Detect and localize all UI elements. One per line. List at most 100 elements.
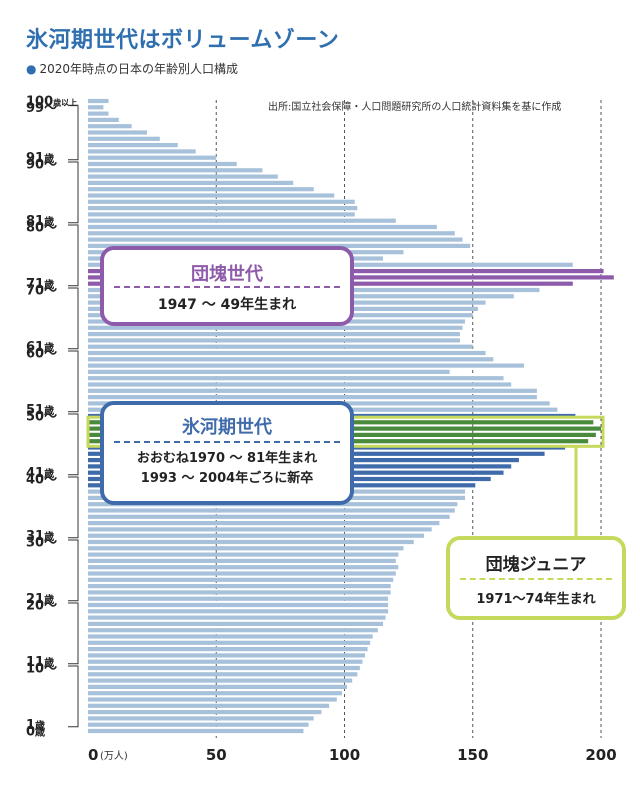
bar-age-79 (88, 231, 455, 236)
dankai-callout: 団塊世代 1947 ～ 49年生まれ (100, 246, 354, 326)
age-bracket-90-81 (68, 161, 79, 224)
dankai-years: 1947 ～ 49年生まれ (157, 297, 297, 313)
source-note: 出所:国立社会保障・人口問題研究所の人口統計資料集を基に作成 (268, 102, 562, 113)
bar-age-35 (88, 508, 455, 513)
y-tick-99: 99～ (26, 101, 57, 116)
bar-age-95 (88, 130, 147, 135)
bar-age-61 (88, 344, 473, 349)
y-tick-70: 70～ (26, 284, 57, 299)
bar-age-19 (88, 609, 389, 614)
bar-age-64 (88, 325, 463, 330)
hyoga-heading: 氷河期世代 (182, 417, 272, 438)
y-tick-100: 100歳以上 (26, 95, 77, 110)
y-tick-81: 81歳 (26, 214, 54, 229)
y-tick-51: 51歳 (26, 403, 54, 418)
bar-age-27 (88, 558, 396, 563)
x-tick-50: 50 (206, 746, 227, 764)
hyoga-body: おおむね1970 ～ 81年生まれ 1993 ～ 2004年ごろに新卒 (104, 443, 350, 489)
age-bracket-10-1 (68, 665, 79, 728)
bar-age-96 (88, 124, 132, 129)
bar-age-22 (88, 590, 391, 595)
bar-age-57 (88, 369, 450, 374)
bar-age-58 (88, 363, 525, 368)
y-tick-20: 20～ (26, 599, 57, 614)
bar-age-15 (88, 634, 373, 639)
bar-age-24 (88, 577, 394, 582)
bar-age-26 (88, 565, 399, 570)
junior-callout: 団塊ジュニア 1971～74年生まれ (446, 536, 626, 620)
age-bracket-99-91 (68, 104, 79, 161)
bar-age-77 (88, 243, 471, 248)
bar-age-9 (88, 672, 358, 677)
age-bracket-60-51 (68, 350, 79, 413)
bar-age-55 (88, 382, 512, 387)
y-tick-80: 80～ (26, 221, 57, 236)
bar-age-90 (88, 161, 237, 167)
junior-years: 1971～74年生まれ (476, 592, 596, 607)
y-tick-31: 31歳 (26, 529, 54, 544)
bar-age-1 (88, 722, 309, 727)
bar-age-87 (88, 180, 294, 185)
bar-age-3 (88, 710, 322, 715)
bar-age-11 (88, 659, 363, 664)
bar-age-18 (88, 615, 386, 620)
junior-heading: 団塊ジュニア (485, 555, 587, 575)
bar-age-5 (88, 697, 337, 702)
age-bracket-50-41 (68, 413, 79, 476)
y-tick-11: 11歳 (26, 655, 54, 670)
y-tick-90: 90～ (26, 158, 57, 173)
age-bracket-30-21 (68, 539, 79, 602)
bar-age-82 (88, 212, 355, 217)
x-tick-150: 150 (457, 746, 488, 764)
bar-age-30 (88, 539, 414, 545)
y-tick-1: 1歳 (26, 718, 45, 733)
dankai-heading: 団塊世代 (191, 264, 263, 285)
bar-age-94 (88, 136, 160, 141)
bar-age-78 (88, 237, 463, 242)
bar-age-34 (88, 514, 450, 519)
bar-age-63 (88, 332, 460, 337)
y-tick-40: 40～ (26, 473, 57, 488)
bar-age-7 (88, 684, 348, 689)
bar-age-62 (88, 338, 460, 343)
y-tick-0: 0歳 (26, 725, 45, 740)
hyoga-callout: 氷河期世代 おおむね1970 ～ 81年生まれ 1993 ～ 2004年ごろに新… (100, 401, 354, 505)
bar-age-97 (88, 117, 119, 122)
hyoga-years: おおむね1970 ～ 81年生まれ (136, 451, 318, 466)
age-bracket-40-31 (68, 476, 79, 539)
age-bracket-70-61 (68, 287, 79, 350)
bar-age-12 (88, 653, 366, 658)
bar-age-84 (88, 199, 355, 204)
hyoga-graduation: 1993 ～ 2004年ごろに新卒 (140, 471, 314, 486)
y-tick-91: 91歳 (26, 151, 54, 166)
x-tick-200: 200 (585, 746, 616, 764)
y-tick-41: 41歳 (26, 466, 54, 481)
y-tick-30: 30～ (26, 536, 57, 551)
bar-age-88 (88, 174, 278, 179)
bar-age-89 (88, 168, 263, 173)
bar-age-93 (88, 143, 178, 148)
bar-age-98 (88, 111, 109, 116)
age-bracket-20-11 (68, 602, 79, 665)
subtitle-text: 2020年時点の日本の年齢別人口構成 (39, 62, 239, 76)
bar-age-59 (88, 357, 494, 362)
y-tick-10: 10～ (26, 662, 57, 677)
y-tick-50: 50～ (26, 410, 57, 425)
bar-age-8 (88, 678, 353, 683)
bar-age-25 (88, 571, 396, 576)
bar-age-100 (88, 98, 109, 104)
y-tick-21: 21歳 (26, 592, 54, 607)
bar-age-6 (88, 691, 342, 696)
bar-age-21 (88, 596, 389, 601)
y-tick-61: 61歳 (26, 340, 54, 355)
bar-age-33 (88, 521, 440, 526)
bar-age-23 (88, 584, 391, 589)
bar-age-29 (88, 546, 404, 551)
bar-age-31 (88, 533, 425, 538)
bar-age-28 (88, 552, 399, 557)
junior-divider (460, 578, 612, 580)
y-tick-71: 71歳 (26, 277, 54, 292)
bar-age-80 (88, 224, 437, 230)
x-unit-label: (万人) (100, 750, 128, 762)
